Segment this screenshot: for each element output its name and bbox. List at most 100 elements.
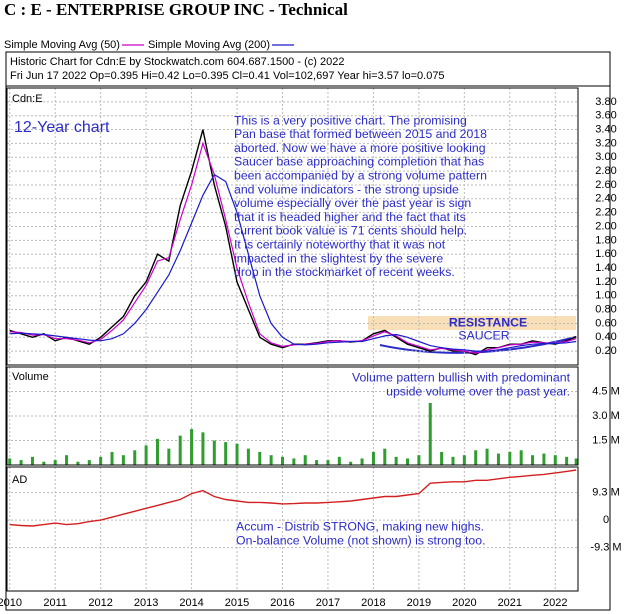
volume-bar bbox=[258, 451, 262, 465]
header-box bbox=[5, 51, 611, 87]
volume-bar bbox=[417, 455, 421, 465]
volume-bar bbox=[440, 451, 444, 465]
x-tick-label: 2010 bbox=[0, 597, 22, 609]
y-tick-label: 3.20 bbox=[595, 137, 616, 149]
plot-area bbox=[7, 88, 578, 591]
volume-bar bbox=[326, 460, 330, 465]
y-tick-label: 4.5 M bbox=[592, 385, 620, 397]
volume-bar bbox=[360, 458, 364, 465]
y-tick-label: 1.60 bbox=[595, 248, 616, 260]
volume-bar bbox=[485, 448, 489, 465]
annotation-line: This is a very positive chart. The promi… bbox=[234, 113, 467, 127]
volume-bar bbox=[99, 456, 103, 465]
annotation-line: On-balance Volume (not shown) is strong … bbox=[236, 533, 486, 547]
y-tick-label: 0 bbox=[603, 514, 609, 526]
panel-label: Volume bbox=[12, 371, 49, 383]
y-tick-label: 0.40 bbox=[595, 331, 616, 343]
volume-bar bbox=[19, 460, 23, 465]
volume-bar bbox=[178, 435, 182, 465]
volume-bar bbox=[42, 461, 46, 465]
volume-bar bbox=[53, 460, 57, 465]
panel-label: Cdn:E bbox=[12, 93, 43, 105]
volume-bar bbox=[76, 461, 80, 465]
volume-bar bbox=[65, 455, 69, 465]
y-tick-label: 3.0 M bbox=[592, 410, 620, 422]
annotation-line: been accompanied by a strong volume patt… bbox=[234, 168, 487, 182]
annotation-line: impacted in the slightest by the severe bbox=[234, 251, 443, 265]
volume-bar bbox=[474, 450, 478, 465]
volume-bar bbox=[224, 442, 228, 465]
volume-bar bbox=[201, 432, 205, 465]
annotation-line: Accum - Distrib STRONG, making new highs… bbox=[236, 519, 484, 533]
volume-bar bbox=[496, 453, 500, 465]
y-tick-label: 2.80 bbox=[595, 165, 616, 177]
volume-bar bbox=[212, 440, 216, 465]
y-tick-label: 2.60 bbox=[595, 179, 616, 191]
y-tick-label: 9.3 M bbox=[592, 487, 620, 499]
x-tick-label: 2017 bbox=[316, 597, 340, 609]
annotation-line: upside volume over the past year. bbox=[386, 384, 570, 398]
x-tick-label: 2012 bbox=[88, 597, 112, 609]
y-tick-label: 3.00 bbox=[595, 151, 616, 163]
y-tick-label: -9.3 M bbox=[590, 542, 621, 554]
volume-bar bbox=[269, 455, 273, 465]
chart-label: 12-Year chart bbox=[14, 119, 110, 136]
ad-panel bbox=[6, 466, 579, 592]
y-tick-label: 0.80 bbox=[595, 304, 616, 316]
volume-bar bbox=[280, 456, 284, 465]
annotation-line: current book value is 71 cents should he… bbox=[234, 224, 467, 238]
volume-bar bbox=[235, 443, 239, 465]
x-tick-label: 2015 bbox=[225, 597, 249, 609]
y-tick-label: 3.60 bbox=[595, 110, 616, 122]
volume-bar bbox=[110, 451, 114, 465]
x-tick-label: 2022 bbox=[543, 597, 567, 609]
x-tick-label: 2013 bbox=[134, 597, 158, 609]
volume-bar bbox=[531, 455, 535, 465]
y-tick-label: 1.40 bbox=[595, 262, 616, 274]
volume-bar bbox=[30, 456, 34, 465]
saucer-label: SAUCER bbox=[458, 328, 509, 342]
annotation-line: drop in the stockmarket of recent weeks. bbox=[234, 265, 455, 279]
x-tick-label: 2014 bbox=[179, 597, 203, 609]
annotation-line: Volume pattern bullish with predominant bbox=[352, 370, 571, 384]
annotation-line: that it is headed higher and the fact th… bbox=[234, 210, 466, 224]
series-line bbox=[9, 173, 577, 352]
volume-bar bbox=[371, 451, 375, 465]
volume-bar bbox=[565, 456, 569, 465]
volume-bar bbox=[406, 458, 410, 465]
volume-bar bbox=[292, 458, 296, 465]
header-line: Fri Jun 17 2022 Op=0.395 Hi=0.42 Lo=0.39… bbox=[10, 70, 445, 82]
y-tick-label: 1.20 bbox=[595, 276, 616, 288]
annotation-line: aborted. Now we have a more positive loo… bbox=[234, 141, 486, 155]
y-tick-label: 1.80 bbox=[595, 234, 616, 246]
annotation-line: Pan base that formed between 2015 and 20… bbox=[234, 127, 487, 141]
annotation-line: It is certainly noteworthy that it was n… bbox=[234, 237, 446, 251]
y-tick-label: 0.20 bbox=[595, 345, 616, 357]
volume-bar bbox=[167, 448, 171, 465]
panel-label: AD bbox=[12, 474, 27, 486]
volume-bar bbox=[190, 429, 194, 465]
x-tick-label: 2020 bbox=[452, 597, 476, 609]
volume-bar bbox=[519, 450, 523, 465]
volume-panel bbox=[6, 366, 579, 466]
volume-bar bbox=[542, 453, 546, 465]
series-line bbox=[9, 469, 577, 527]
volume-bar bbox=[574, 458, 578, 465]
y-tick-label: 3.80 bbox=[595, 96, 616, 108]
resistance-label: RESISTANCE bbox=[449, 315, 527, 329]
x-tick-label: 2018 bbox=[361, 597, 385, 609]
volume-bar bbox=[428, 402, 432, 465]
volume-bar bbox=[337, 456, 341, 465]
x-tick-label: 2016 bbox=[270, 597, 294, 609]
volume-bar bbox=[133, 450, 137, 465]
volume-bar bbox=[315, 460, 319, 465]
volume-bar bbox=[121, 455, 125, 465]
volume-bar bbox=[8, 458, 12, 465]
volume-bar bbox=[87, 460, 91, 465]
volume-bar bbox=[144, 445, 148, 465]
price-panel bbox=[6, 87, 579, 366]
volume-bar bbox=[394, 456, 398, 465]
header-line: Historic Chart for Cdn:E by Stockwatch.c… bbox=[10, 56, 344, 68]
y-tick-label: 2.00 bbox=[595, 220, 616, 232]
